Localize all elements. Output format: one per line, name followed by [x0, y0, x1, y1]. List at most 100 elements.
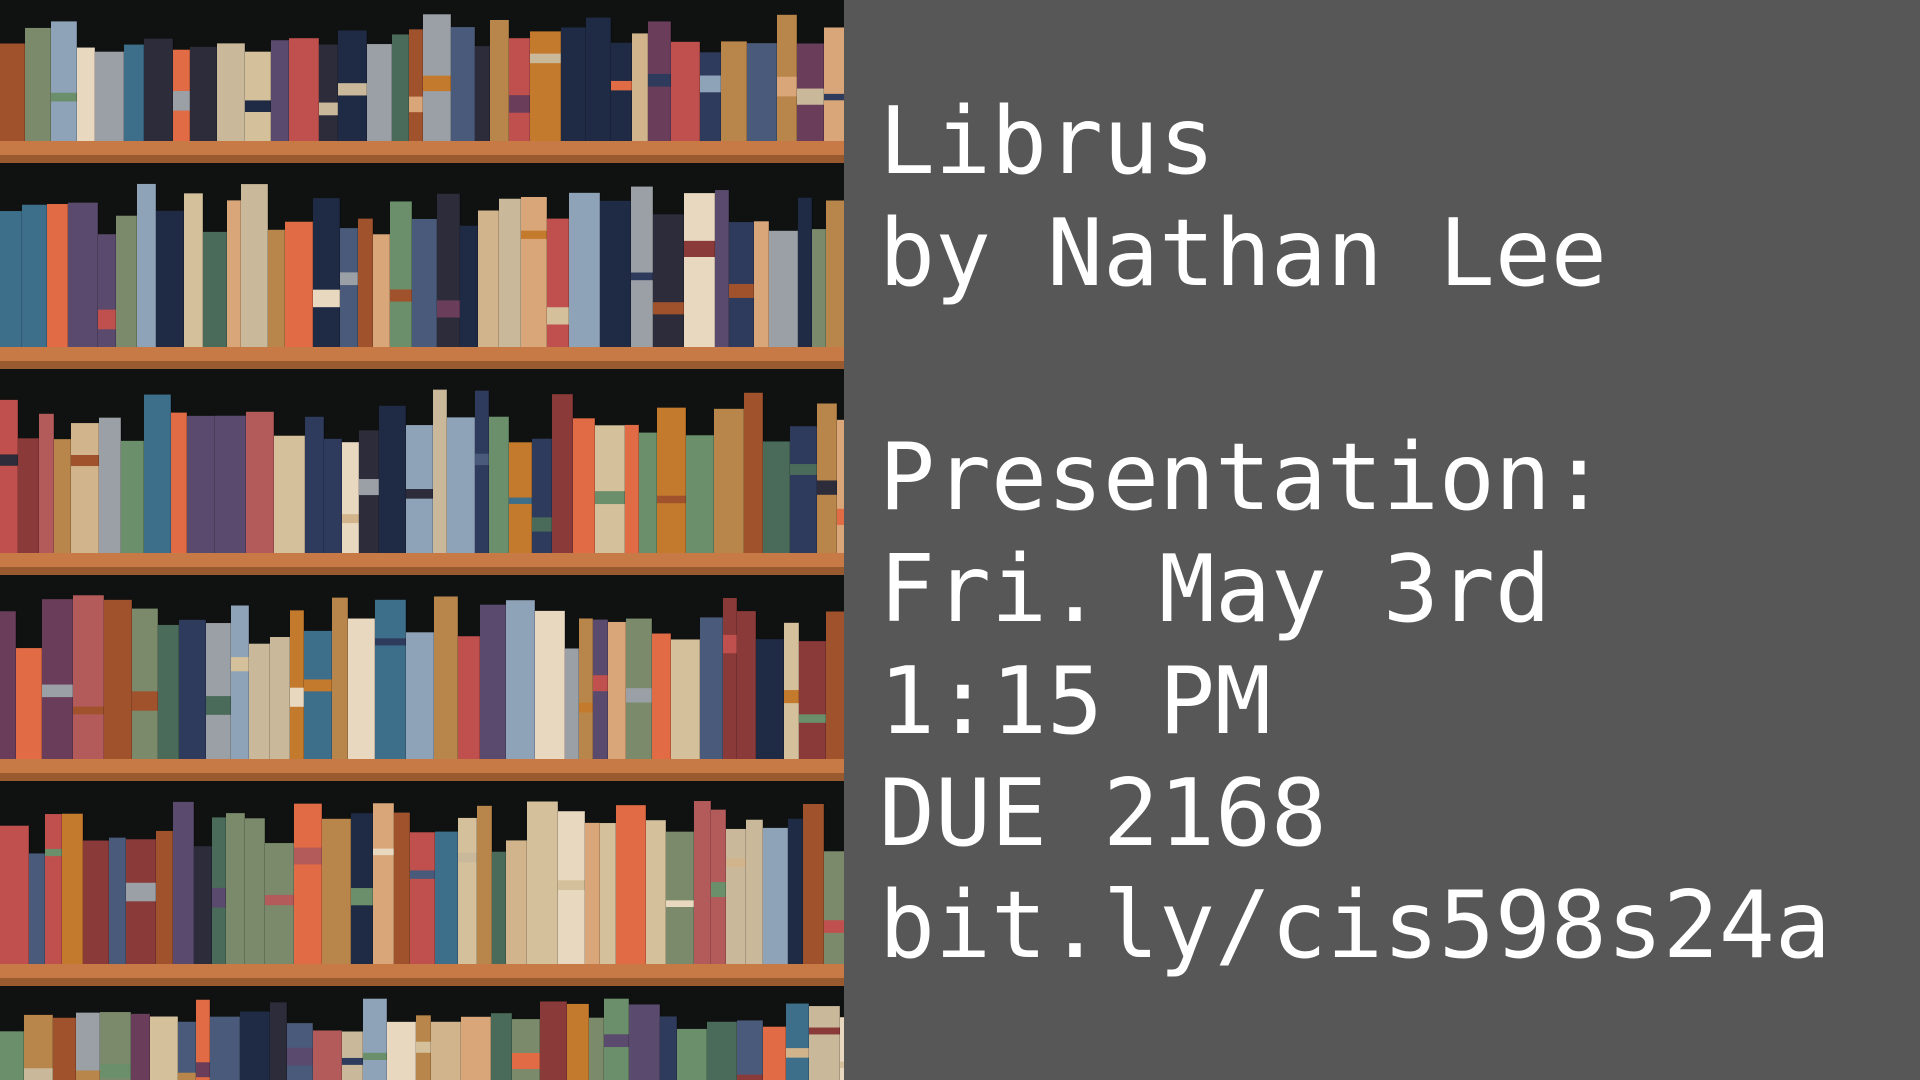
book-band	[406, 489, 433, 499]
book	[71, 423, 99, 553]
book-band	[42, 684, 73, 698]
book	[763, 1026, 786, 1080]
book	[721, 41, 747, 142]
book	[437, 193, 460, 347]
book	[194, 846, 212, 964]
book-band	[458, 852, 477, 863]
shelf-board-edge	[0, 361, 844, 369]
book	[98, 234, 116, 347]
book-band	[840, 1061, 844, 1068]
book-band	[289, 65, 319, 81]
shelf-board-edge	[0, 567, 844, 575]
book	[492, 851, 506, 964]
book	[392, 34, 409, 141]
book	[506, 840, 527, 964]
book	[271, 40, 289, 142]
book	[324, 438, 342, 553]
book	[246, 411, 274, 553]
book-band	[604, 1034, 629, 1048]
book	[240, 1011, 270, 1080]
book-band	[593, 675, 608, 692]
book-band	[390, 289, 412, 302]
book	[268, 229, 285, 347]
book	[799, 641, 826, 759]
book-band	[245, 100, 271, 113]
book	[313, 198, 340, 347]
book	[322, 818, 351, 964]
book	[652, 633, 671, 759]
book-band	[304, 679, 332, 692]
book	[116, 215, 137, 347]
detail-line: Presentation:	[879, 423, 1607, 531]
book	[340, 228, 358, 347]
book	[367, 44, 392, 141]
book	[447, 417, 475, 553]
book	[565, 648, 579, 759]
book	[190, 46, 217, 142]
book	[54, 439, 71, 553]
book	[375, 599, 406, 759]
book	[684, 193, 715, 347]
book-band	[648, 73, 671, 87]
book	[363, 998, 387, 1080]
book	[76, 1012, 100, 1080]
shelf-board-edge	[0, 155, 844, 163]
book-band	[666, 900, 694, 907]
book	[499, 198, 521, 347]
book-band	[416, 1041, 431, 1053]
book	[121, 440, 144, 553]
book	[203, 231, 227, 347]
book-band	[777, 76, 797, 97]
book	[552, 394, 573, 553]
book	[723, 598, 737, 759]
book	[332, 597, 348, 759]
book	[226, 813, 245, 964]
book	[131, 1013, 150, 1080]
book-band	[737, 1074, 763, 1080]
detail-line: bit.ly/cis598s24a	[879, 871, 1831, 979]
book-band	[729, 283, 754, 298]
book	[812, 229, 826, 347]
book	[826, 611, 844, 759]
book	[173, 801, 194, 964]
book-band	[797, 88, 824, 105]
book	[137, 183, 156, 347]
book	[826, 200, 844, 347]
book	[747, 43, 777, 141]
book-band	[754, 257, 769, 266]
book	[756, 639, 784, 759]
book-band	[475, 453, 489, 466]
book	[305, 416, 324, 553]
book	[342, 442, 359, 553]
book	[567, 1003, 589, 1080]
book-band	[410, 870, 435, 879]
book	[608, 621, 626, 759]
book	[798, 197, 812, 347]
book	[274, 435, 305, 553]
book	[18, 438, 39, 553]
book	[671, 639, 700, 759]
book	[285, 221, 313, 347]
book	[410, 832, 435, 964]
book	[707, 1021, 737, 1080]
book-band	[799, 714, 826, 723]
book	[83, 840, 109, 964]
book-band	[313, 289, 340, 308]
book	[104, 599, 132, 759]
book	[245, 51, 271, 142]
book	[809, 1006, 840, 1080]
book	[47, 204, 68, 347]
shelf-board-edge	[0, 773, 844, 781]
book	[241, 184, 268, 347]
book-band	[586, 77, 611, 87]
book-band	[132, 691, 158, 711]
book	[817, 403, 837, 553]
book	[616, 805, 646, 964]
book	[458, 636, 480, 759]
book-band	[100, 1064, 131, 1078]
book-band	[51, 92, 77, 102]
book	[409, 29, 423, 141]
book	[379, 405, 406, 553]
book-band	[521, 230, 547, 239]
book	[475, 390, 489, 553]
